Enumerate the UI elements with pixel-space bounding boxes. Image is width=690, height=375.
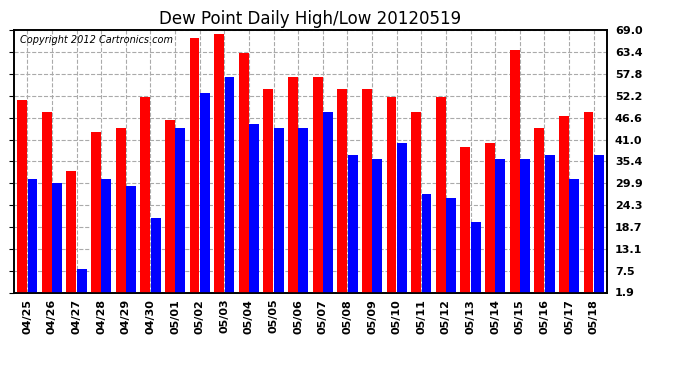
Bar bbox=[446, 198, 456, 300]
Bar bbox=[569, 178, 579, 300]
Bar bbox=[214, 34, 224, 300]
Bar bbox=[362, 88, 372, 300]
Bar bbox=[200, 93, 210, 300]
Bar bbox=[264, 88, 273, 300]
Bar bbox=[150, 218, 161, 300]
Bar bbox=[28, 178, 37, 300]
Bar bbox=[510, 50, 520, 300]
Bar bbox=[140, 96, 150, 300]
Bar bbox=[91, 132, 101, 300]
Bar bbox=[274, 128, 284, 300]
Bar bbox=[126, 186, 136, 300]
Bar bbox=[323, 112, 333, 300]
Bar bbox=[313, 77, 322, 300]
Bar bbox=[299, 128, 308, 300]
Bar bbox=[594, 155, 604, 300]
Text: Copyright 2012 Cartronics.com: Copyright 2012 Cartronics.com bbox=[20, 35, 172, 45]
Bar bbox=[77, 268, 87, 300]
Bar bbox=[436, 96, 446, 300]
Bar bbox=[337, 88, 347, 300]
Bar bbox=[288, 77, 298, 300]
Title: Dew Point Daily High/Low 20120519: Dew Point Daily High/Low 20120519 bbox=[159, 10, 462, 28]
Bar bbox=[239, 54, 248, 300]
Bar bbox=[165, 120, 175, 300]
Bar bbox=[397, 144, 407, 300]
Bar bbox=[386, 96, 397, 300]
Bar bbox=[411, 112, 421, 300]
Bar bbox=[422, 194, 431, 300]
Bar bbox=[249, 124, 259, 300]
Bar bbox=[584, 112, 593, 300]
Bar bbox=[471, 222, 481, 300]
Bar bbox=[534, 128, 544, 300]
Bar bbox=[42, 112, 52, 300]
Bar bbox=[175, 128, 185, 300]
Bar bbox=[559, 116, 569, 300]
Bar bbox=[495, 159, 505, 300]
Bar bbox=[66, 171, 77, 300]
Bar bbox=[116, 128, 126, 300]
Bar bbox=[485, 144, 495, 300]
Bar bbox=[544, 155, 555, 300]
Bar bbox=[373, 159, 382, 300]
Bar bbox=[520, 159, 530, 300]
Bar bbox=[224, 77, 235, 300]
Bar bbox=[190, 38, 199, 300]
Bar bbox=[348, 155, 357, 300]
Bar bbox=[101, 178, 111, 300]
Bar bbox=[460, 147, 471, 300]
Bar bbox=[52, 183, 62, 300]
Bar bbox=[17, 100, 27, 300]
